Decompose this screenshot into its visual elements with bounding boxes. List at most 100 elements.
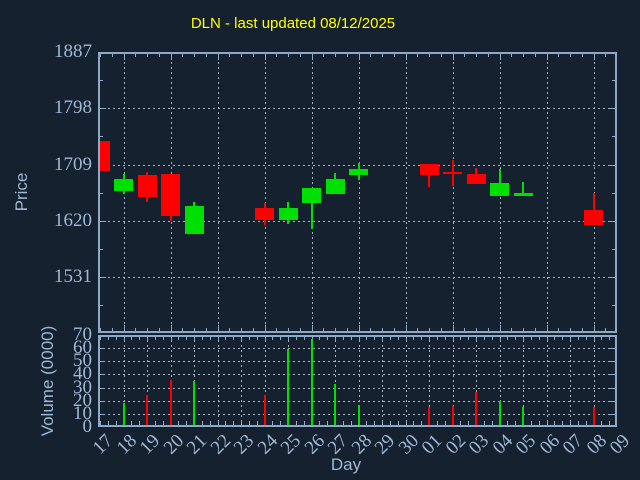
volume-xtick (171, 337, 172, 340)
volume-xtick (210, 337, 211, 340)
price-xtick (547, 54, 548, 60)
price-xtick (394, 328, 395, 331)
price-xtick (570, 54, 571, 57)
volume-gridline-30 (98, 388, 617, 389)
volume-xtick (202, 421, 203, 425)
volume-xtick (468, 337, 469, 340)
price-xtick (300, 328, 301, 331)
volume-xtick (233, 337, 234, 340)
price-xtick (135, 54, 136, 57)
volume-xtick (570, 337, 571, 340)
price-xtick (265, 325, 266, 331)
volume-tick-label-30: 30 (73, 377, 92, 398)
volume-xtick (186, 337, 187, 340)
volume-xtick (398, 421, 399, 425)
price-xtick (276, 328, 277, 331)
volume-xtick (460, 337, 461, 340)
price-xtick (594, 325, 595, 331)
price-gridline-1798 (98, 108, 617, 109)
volume-xtick (484, 421, 485, 425)
price-xtick (582, 328, 583, 331)
volume-xtick (390, 337, 391, 340)
volume-xtick (421, 421, 422, 425)
price-ytick (609, 108, 615, 109)
volume-xtick (233, 421, 234, 425)
price-xtick (406, 54, 407, 60)
price-tick-label-1620: 1620 (54, 210, 92, 231)
volume-day-gridline-05 (523, 335, 524, 427)
volume-bar-21 (193, 381, 195, 425)
volume-xtick (155, 337, 156, 340)
price-tick-label-1798: 1798 (54, 97, 92, 118)
volume-xtick (343, 421, 344, 425)
day-label-27: 27 (323, 430, 353, 459)
price-xtick (359, 54, 360, 60)
price-ytick-minor (612, 305, 615, 306)
candle-body-21 (185, 206, 204, 234)
volume-gridline-20 (98, 401, 617, 402)
volume-gridline-10 (98, 414, 617, 415)
price-xtick (171, 54, 172, 60)
price-xtick (453, 54, 454, 60)
price-ytick (100, 221, 106, 222)
volume-xtick (288, 337, 289, 340)
volume-plot-area (98, 335, 617, 427)
day-label-23: 23 (229, 430, 259, 459)
price-xtick (335, 54, 336, 57)
price-xtick (218, 325, 219, 331)
volume-xtick (554, 421, 555, 425)
price-ytick-minor (100, 305, 103, 306)
volume-xtick (547, 421, 548, 425)
price-xtick (124, 325, 125, 331)
volume-xtick (108, 421, 109, 425)
volume-xtick (147, 337, 148, 340)
volume-xtick (413, 337, 414, 340)
volume-xtick (116, 337, 117, 340)
volume-day-gridline-02 (453, 335, 454, 427)
price-xtick (488, 54, 489, 57)
volume-tick-label-70: 70 (73, 324, 92, 345)
candle-body-19 (138, 175, 157, 197)
price-xtick (500, 325, 501, 331)
candle-body-04 (490, 183, 509, 196)
volume-xtick (601, 337, 602, 340)
volume-bar-03 (475, 392, 477, 425)
candle-body-17 (98, 141, 110, 171)
day-label-01: 01 (417, 430, 447, 459)
volume-xtick (304, 337, 305, 340)
price-ytick-minor (612, 80, 615, 81)
price-xtick (323, 54, 324, 57)
candle-body-25 (279, 208, 298, 220)
price-xtick (100, 54, 101, 57)
price-xtick (558, 54, 559, 57)
volume-xtick (445, 421, 446, 425)
price-xtick (347, 328, 348, 331)
price-xtick (347, 54, 348, 57)
price-day-gridline-06 (547, 52, 548, 333)
volume-xtick (139, 421, 140, 425)
volume-xtick (413, 421, 414, 425)
price-xtick (582, 54, 583, 57)
price-xtick (229, 54, 230, 57)
candle-body-20 (161, 174, 180, 216)
price-ytick (609, 165, 615, 166)
volume-xtick (539, 337, 540, 340)
volume-xtick (116, 421, 117, 425)
volume-xtick (319, 421, 320, 425)
price-xtick (523, 328, 524, 331)
candle-body-27 (326, 179, 345, 194)
day-label-17: 17 (88, 430, 118, 459)
volume-xtick (523, 337, 524, 340)
candle-body-28 (349, 169, 368, 175)
price-xtick (265, 54, 266, 60)
price-xtick (171, 325, 172, 331)
volume-xtick (327, 337, 328, 340)
volume-xtick (202, 337, 203, 340)
volume-tick-label-50: 50 (73, 350, 92, 371)
candle-body-24 (255, 208, 274, 220)
volume-xtick (327, 421, 328, 425)
price-xtick (100, 328, 101, 331)
volume-gridline-60 (98, 348, 617, 349)
plot-border-top (98, 52, 617, 54)
